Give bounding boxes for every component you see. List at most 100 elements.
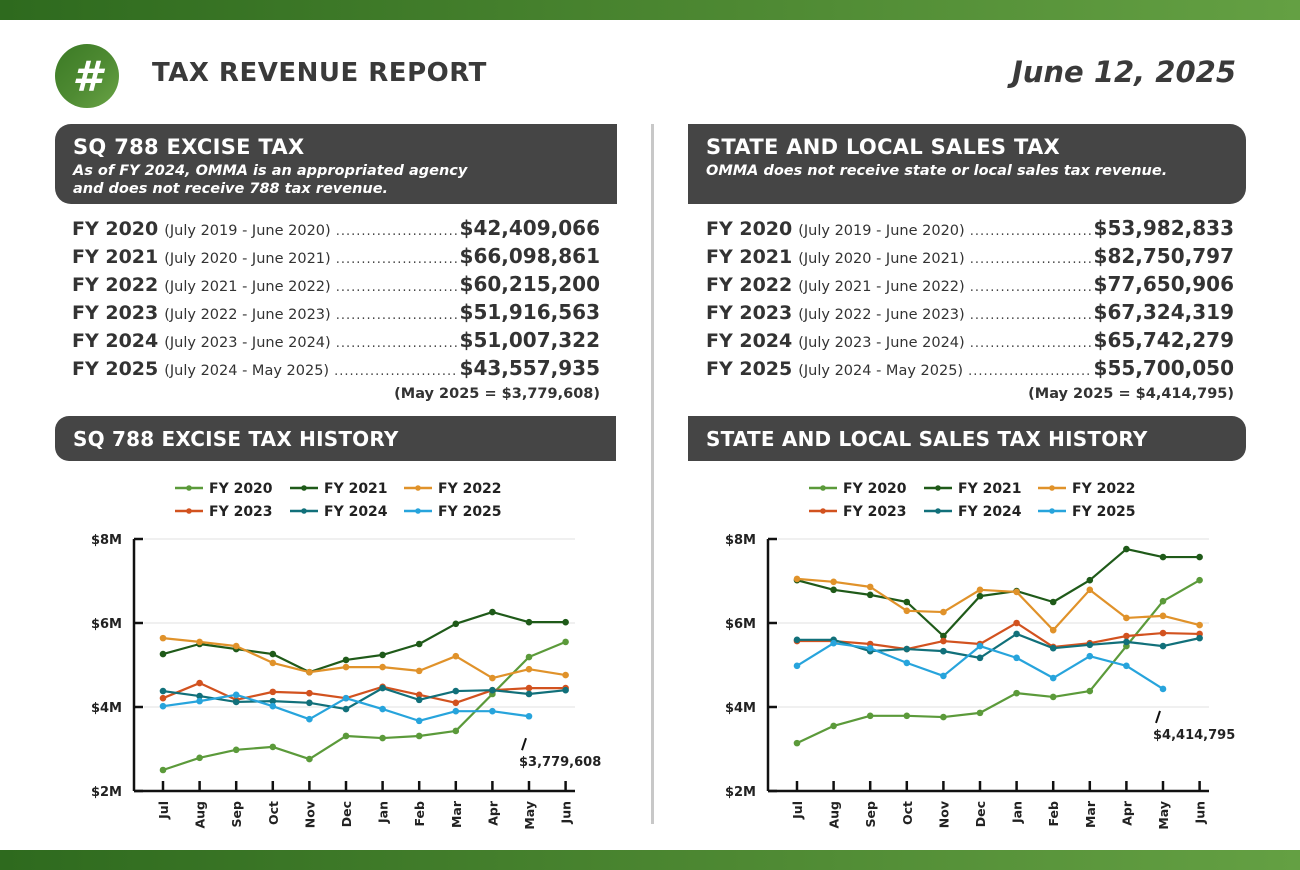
legend-label: FY 2021 [324,481,388,497]
sales-row: FY 2022 (July 2021 - June 2022) $77,650,90… [706,272,1234,300]
data-point [1086,652,1094,660]
sales-tax-subtitle: OMMA does not receive state or local sal… [706,163,1168,179]
data-point [452,652,460,660]
x-tick-label: Oct [266,801,281,825]
top-accent-band [0,0,1300,20]
series-line [797,632,1200,659]
sales-history-chart: FY 2020 FY 2021 FY 2022 FY 2023 FY 2024 FY 20… [725,481,1235,830]
fy-amount: $43,557,935 [459,356,600,380]
data-point [1159,553,1167,561]
data-point [525,690,533,698]
excise-row: FY 2023 (July 2022 - June 2023) $51,916,56… [72,300,600,328]
data-point [940,608,947,616]
dot-leader [970,336,1092,351]
data-point [415,691,423,699]
dot-leader [336,280,458,295]
data-point [269,743,277,751]
excise-row: FY 2025 (July 2024 - May 2025) $43,557,935 [72,356,600,384]
fy-label: FY 2021 [706,246,793,268]
data-point [525,665,533,673]
legend-item-fy-2024: FY 2024 [924,504,1022,520]
data-point [269,650,277,658]
sales-tax-heading: STATE AND LOCAL SALES TAX [706,135,1061,159]
data-point [940,713,947,721]
dot-leader [336,336,458,351]
data-point [159,634,167,642]
data-point [379,684,386,692]
logo-glyph: # [72,51,102,101]
data-point [1013,654,1020,662]
data-point [159,694,167,702]
x-tick-label: Jan [376,801,391,824]
sales-history-title: STATE AND LOCAL SALES TAX HISTORY [706,427,1148,451]
fy-range: (July 2020 - June 2021) [798,251,965,267]
data-point [196,754,203,762]
fy-range: (July 2019 - June 2020) [798,223,965,239]
legend-item-fy-2022: FY 2022 [404,481,502,497]
legend-item-fy-2020: FY 2020 [175,481,273,497]
excise-subtitle-line-2: and does not receive 788 tax revenue. [73,181,389,197]
fy-amount: $67,324,319 [1093,300,1234,324]
fy-label: FY 2024 [706,330,793,352]
data-point [379,734,386,742]
fy-range: (July 2023 - June 2024) [798,335,965,351]
excise-history-header: SQ 788 EXCISE TAX HISTORY [55,416,616,461]
dot-leader [970,224,1092,239]
x-tick-label: May [522,801,537,830]
series-fy-2022 [159,634,569,682]
data-point [793,636,801,644]
fy-range: (July 2022 - June 2023) [798,307,965,323]
data-point [830,586,837,594]
legend-item-fy-2023: FY 2023 [809,504,907,520]
series-line [162,610,566,674]
data-point [232,746,240,754]
data-point [830,722,837,730]
x-tick-label: Jun [1193,801,1208,824]
legend-swatch-marker [820,485,826,491]
fy-amount: $60,215,200 [459,272,600,296]
series-fy-2021 [159,608,569,676]
dot-leader [970,308,1092,323]
y-tick-label: $6M [91,617,122,632]
series-fy-2020 [793,576,1203,747]
excise-tax-heading: SQ 788 EXCISE TAX [73,135,305,159]
data-point [793,662,801,670]
data-point [976,654,984,662]
x-tick-label: Jan [1010,801,1025,824]
fy-amount: $51,007,322 [459,328,600,352]
fy-amount: $66,098,861 [459,244,600,268]
data-point [525,618,533,626]
sales-row: FY 2024 (July 2023 - June 2024) $65,742,27… [706,328,1234,356]
dot-leader [336,308,458,323]
legend-swatch-marker [1049,485,1055,491]
dot-leader [334,364,457,379]
sales-row: FY 2021 (July 2020 - June 2021) $82,750,79… [706,244,1234,272]
data-point [342,705,350,713]
series-fy-2025 [793,639,1167,693]
data-point [415,732,423,740]
hash-icon: # [55,44,119,108]
series-line [797,621,1200,651]
series-fy-2024 [793,630,1203,662]
column-divider [651,124,654,824]
series-fy-2023 [159,679,569,707]
data-point [1123,638,1130,646]
fy-amount: $42,409,066 [459,216,600,240]
excise-row: FY 2020 (July 2019 - June 2020) $42,409,06… [72,216,600,244]
data-point [903,659,911,667]
fy-range: (July 2021 - June 2022) [798,279,965,295]
legend-label: FY 2022 [438,481,502,497]
data-point [306,715,313,723]
data-point [866,591,874,599]
data-point [196,692,203,700]
data-point [1049,644,1057,652]
legend-label: FY 2020 [209,481,273,497]
data-point [1123,614,1130,622]
data-point [562,618,569,626]
legend-swatch-marker [415,508,421,514]
excise-subtitle-line-1: As of FY 2024, OMMA is an appropriated a… [73,163,468,179]
data-point [562,638,569,646]
fy-label: FY 2024 [72,330,159,352]
data-point [940,672,947,680]
data-point [1159,597,1167,605]
